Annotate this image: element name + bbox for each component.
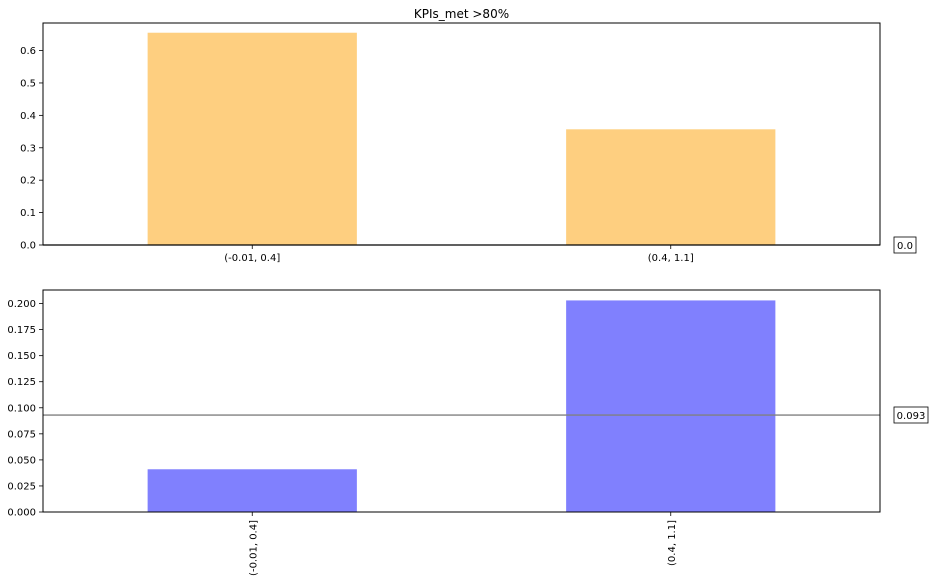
bar-0 <box>147 469 357 512</box>
y-tick-label: 0.1 <box>20 208 36 219</box>
y-tick-label: 0.200 <box>7 299 36 310</box>
y-tick-label: 0.025 <box>7 481 36 492</box>
bar-1 <box>566 129 776 245</box>
y-tick-label: 0.0 <box>20 241 36 252</box>
plot-frame <box>42 289 881 513</box>
x-tick-label: (-0.01, 0.4] <box>248 520 259 576</box>
y-tick-label: 0.175 <box>7 325 36 336</box>
bar-1 <box>566 300 776 512</box>
y-tick-label: 0.000 <box>7 508 36 519</box>
chart-kpis-met: KPIs_met >80% 0.0 0.1 0.2 0.3 0.4 0.5 0.6 (-0.… <box>20 7 917 264</box>
chart-title: KPIs_met >80% <box>414 7 509 21</box>
y-axis-ticks: 0.0 0.1 0.2 0.3 0.4 0.5 0.6 <box>20 46 43 252</box>
reference-line-label: 0.0 <box>897 241 913 252</box>
y-tick-label: 0.050 <box>7 455 36 466</box>
chart-rate: 0.000 0.025 0.050 0.075 0.100 0.125 0.150 0.175… <box>7 289 929 576</box>
y-axis-ticks: 0.000 0.025 0.050 0.075 0.100 0.125 0.150 0.175… <box>7 299 43 519</box>
reference-line-label: 0.093 <box>897 411 926 422</box>
y-tick-label: 0.3 <box>20 143 36 154</box>
y-tick-label: 0.150 <box>7 351 36 362</box>
y-tick-label: 0.5 <box>20 78 36 89</box>
y-tick-label: 0.4 <box>20 111 36 122</box>
y-tick-label: 0.100 <box>7 403 36 414</box>
y-tick-label: 0.6 <box>20 46 36 57</box>
reference-label-box: 0.093 <box>893 406 929 424</box>
x-tick-label: (0.4, 1.1] <box>667 520 678 566</box>
x-axis-ticks: (-0.01, 0.4] (0.4, 1.1] <box>224 245 694 264</box>
y-tick-label: 0.075 <box>7 429 36 440</box>
y-tick-label: 0.2 <box>20 176 36 187</box>
x-tick-label: (0.4, 1.1] <box>648 253 694 264</box>
x-axis-ticks: (-0.01, 0.4] (0.4, 1.1] <box>248 512 678 576</box>
x-tick-label: (-0.01, 0.4] <box>224 253 280 264</box>
bar-0 <box>147 32 357 246</box>
reference-label-box: 0.0 <box>893 236 917 254</box>
y-tick-label: 0.125 <box>7 377 36 388</box>
plot-frame <box>42 22 881 246</box>
bars-group <box>147 32 776 246</box>
bars-group <box>147 300 776 512</box>
